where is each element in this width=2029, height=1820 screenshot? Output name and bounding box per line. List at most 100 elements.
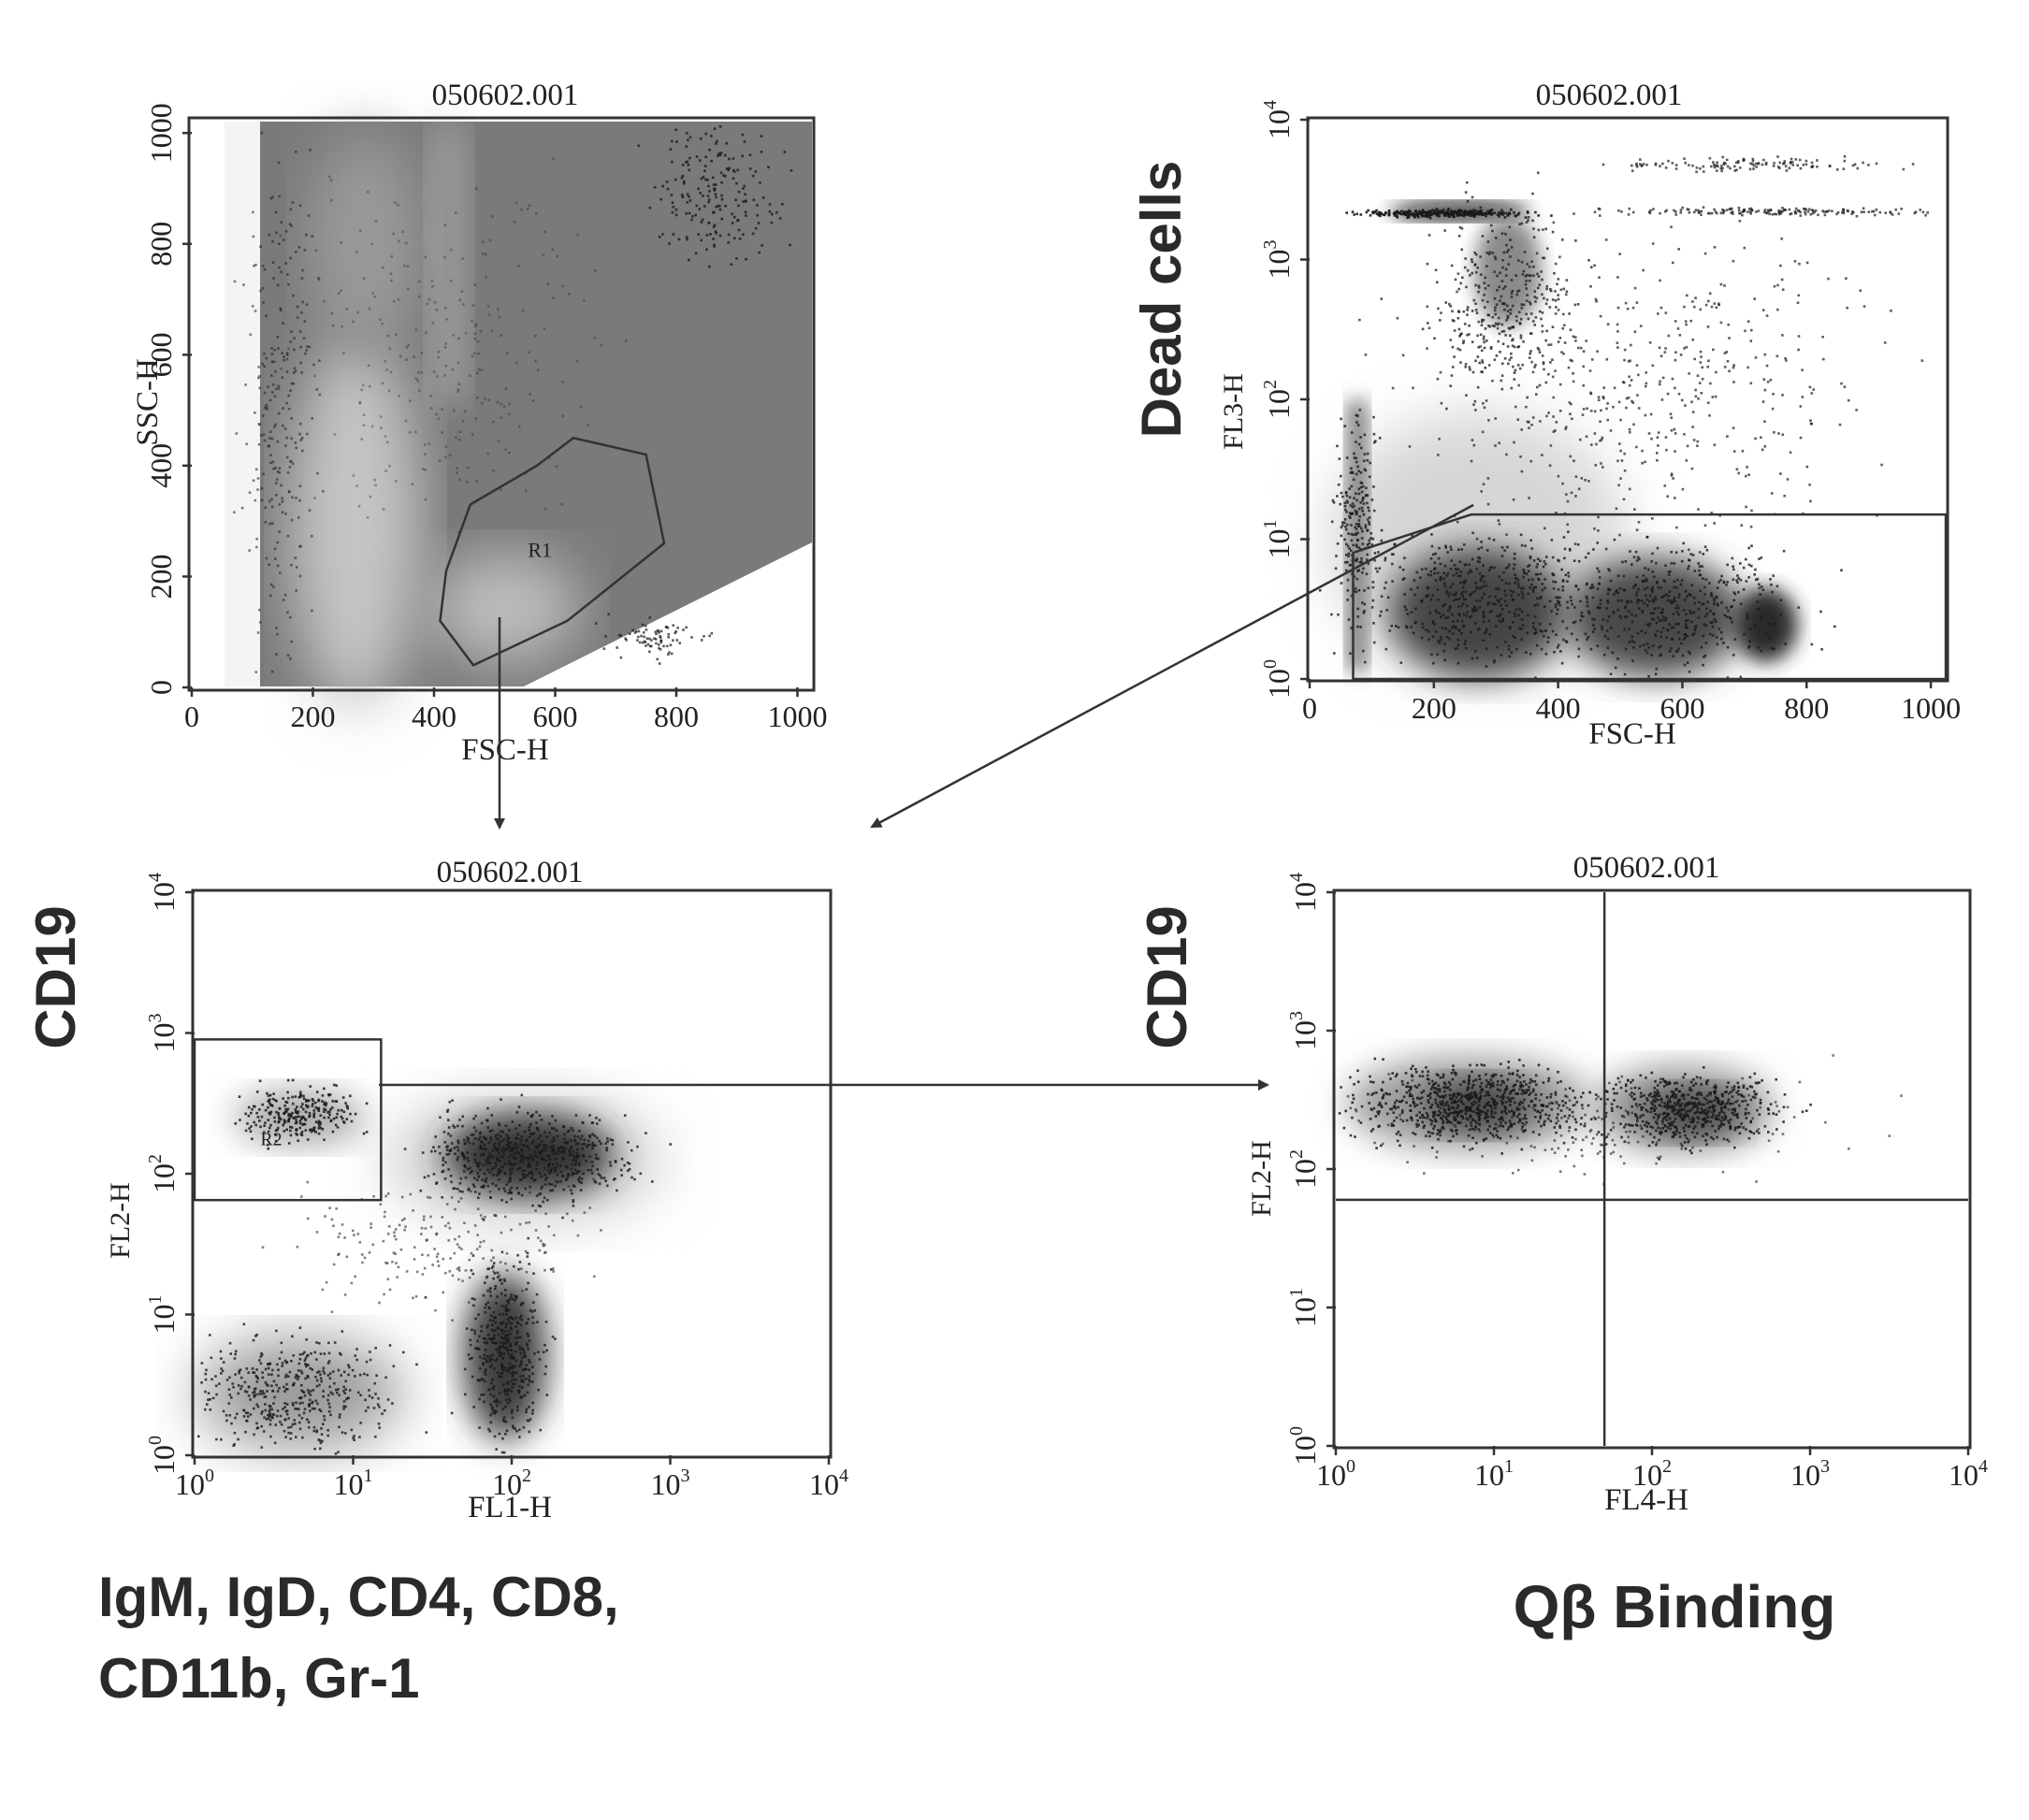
event-dot [303,249,307,252]
event-dot [259,1362,263,1365]
event-dot [741,154,744,158]
event-dot [490,1129,494,1132]
event-dot [1481,596,1484,599]
event-dot [713,127,717,130]
event-dot [1464,590,1468,594]
event-dot [278,467,282,470]
event-dot [1500,362,1504,365]
event-dot [558,1164,562,1167]
event-dot [353,1435,355,1437]
event-dot [1601,163,1605,166]
event-dot [542,1200,544,1204]
event-dot [1476,385,1480,389]
event-dot [1437,209,1440,212]
event-dot [504,1338,508,1342]
event-dot [1474,359,1477,363]
event-dot [490,1364,494,1366]
event-dot [1534,316,1538,319]
event-dot [270,353,274,355]
event-dot [648,637,651,641]
event-dot [1702,663,1704,667]
event-dot [545,1394,549,1396]
event-dot [305,1364,308,1366]
event-dot [1674,358,1677,362]
event-dot [1804,163,1808,166]
event-dot [268,437,271,440]
event-dot [1465,646,1468,650]
event-dot [1336,444,1339,448]
event-dot [1707,359,1710,363]
event-dot [668,651,671,654]
event-dot [1894,208,1897,211]
event-dot [1607,568,1610,571]
event-dot [1651,571,1654,573]
event-dot [1880,463,1883,467]
event-dot [505,1134,509,1136]
event-dot [1725,615,1729,618]
event-dot [392,299,396,303]
event-dot [509,1178,513,1182]
event-dot [268,499,271,503]
x-tick-label: 200 [290,700,335,733]
event-dot [688,136,692,139]
event-dot [1785,169,1789,172]
event-dot [267,1417,270,1420]
event-dot [566,1140,570,1144]
event-dot [263,1395,267,1398]
event-dot [528,351,530,354]
event-dot [210,1378,213,1381]
event-dot [594,268,597,272]
event-dot [275,482,278,484]
event-dot [281,511,284,513]
event-dot [442,1156,445,1160]
event-dot [1505,604,1508,607]
event-dot [1626,307,1630,311]
event-dot [1473,213,1477,217]
event-dot [308,1425,311,1429]
event-dot [535,1293,539,1296]
event-dot [270,347,273,350]
event-dot [1597,529,1600,532]
event-dot [685,212,688,215]
event-dot [1678,638,1681,641]
event-dot [1652,612,1655,614]
event-dot [1351,512,1355,515]
event-dot [1509,311,1512,315]
event-dot [508,1397,511,1400]
event-dot [293,1419,296,1422]
event-dot [519,1154,522,1157]
event-dot [379,415,383,418]
event-dot [1560,661,1564,665]
event-dot [1454,210,1457,213]
event-dot [698,208,701,210]
event-dot [416,379,419,383]
event-dot [457,1139,459,1143]
event-dot [1525,221,1529,224]
event-dot [1437,556,1441,560]
event-dot [494,1329,497,1332]
event-dot [1356,414,1359,417]
event-dot [1490,212,1494,215]
event-dot [1341,495,1344,498]
event-dot [1760,436,1762,439]
event-dot [1341,521,1344,524]
event-dot [1693,210,1696,214]
event-dot [1530,583,1533,586]
event-dot [270,1384,273,1387]
event-dot [1664,166,1668,169]
event-dot [1478,606,1482,609]
event-dot [1689,319,1692,323]
event-dot [1789,451,1792,455]
event-dot [1761,588,1765,591]
event-dot [1663,351,1667,354]
event-dot [1427,573,1430,576]
event-dot [1773,162,1775,165]
event-dot [528,1263,530,1265]
event-dot [444,445,448,449]
event-dot [1683,347,1686,350]
event-dot [1739,166,1742,169]
event-dot [1816,159,1819,162]
event-dot [1537,348,1541,352]
event-dot [1596,644,1600,647]
event-dot [1482,564,1485,567]
